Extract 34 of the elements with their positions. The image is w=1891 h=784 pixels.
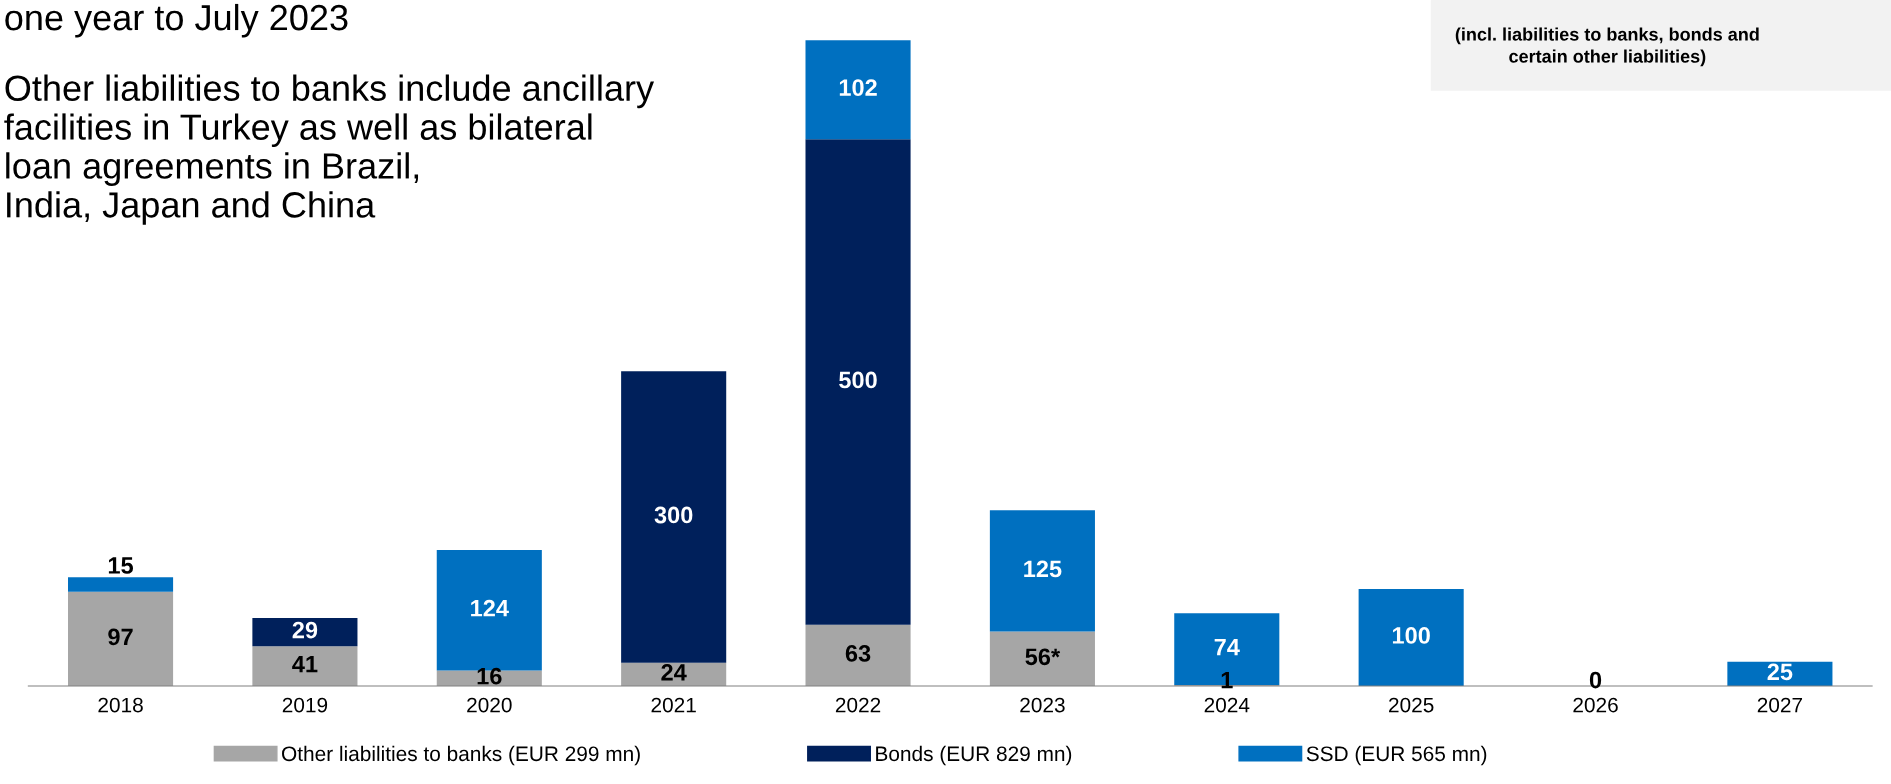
data-label: 29: [292, 621, 318, 639]
x-tick-label: 2019: [282, 697, 328, 713]
x-tick-label: 2023: [1020, 697, 1065, 713]
data-label: 125: [1024, 560, 1062, 578]
data-label: 24: [661, 663, 687, 681]
data-label: 63: [845, 645, 871, 662]
data-label: 124: [471, 599, 509, 617]
x-tick-label: 2026: [1573, 697, 1618, 713]
x-tick-label: 2024: [1204, 697, 1250, 713]
x-tick-label: 2025: [1389, 697, 1434, 713]
data-label: 56*: [1025, 648, 1061, 666]
data-label: 100: [1392, 627, 1430, 644]
legend-label: Bonds (EUR 829 mn): [876, 745, 1072, 766]
annotation: (incl. liabilities to banks, bonds and certain other liabilities): [1455, 27, 1759, 67]
data-label: 74: [1214, 638, 1240, 656]
data-label: 102: [839, 79, 877, 96]
data-label: 0: [1589, 671, 1602, 689]
x-tick-label: 2020: [467, 697, 512, 713]
data-label: 300: [654, 506, 693, 524]
x-tick-label: 2018: [98, 697, 143, 713]
x-tick-label: 2022: [835, 697, 881, 713]
legend-label: SSD (EUR 565 mn): [1306, 745, 1487, 766]
x-tick-label: 2021: [651, 697, 696, 713]
data-label: 97: [108, 628, 133, 646]
data-label: 41: [292, 655, 318, 673]
data-label: 1: [1221, 671, 1233, 689]
annotation: Other liabilities to banks include ancillary facilities in Turkey as well as bilateral loan agreements in Brazil, India, Japan and China: [4, 74, 655, 225]
legend-label: Other liabilities to banks (EUR 299 mn): [282, 745, 640, 766]
data-label: 500: [839, 371, 877, 389]
data-label: 16: [477, 667, 502, 685]
data-label: 25: [1767, 663, 1793, 681]
text: one year to July 2023: [5, 3, 348, 38]
x-tick-label: 2027: [1757, 697, 1803, 713]
data-label: 15: [108, 557, 134, 574]
